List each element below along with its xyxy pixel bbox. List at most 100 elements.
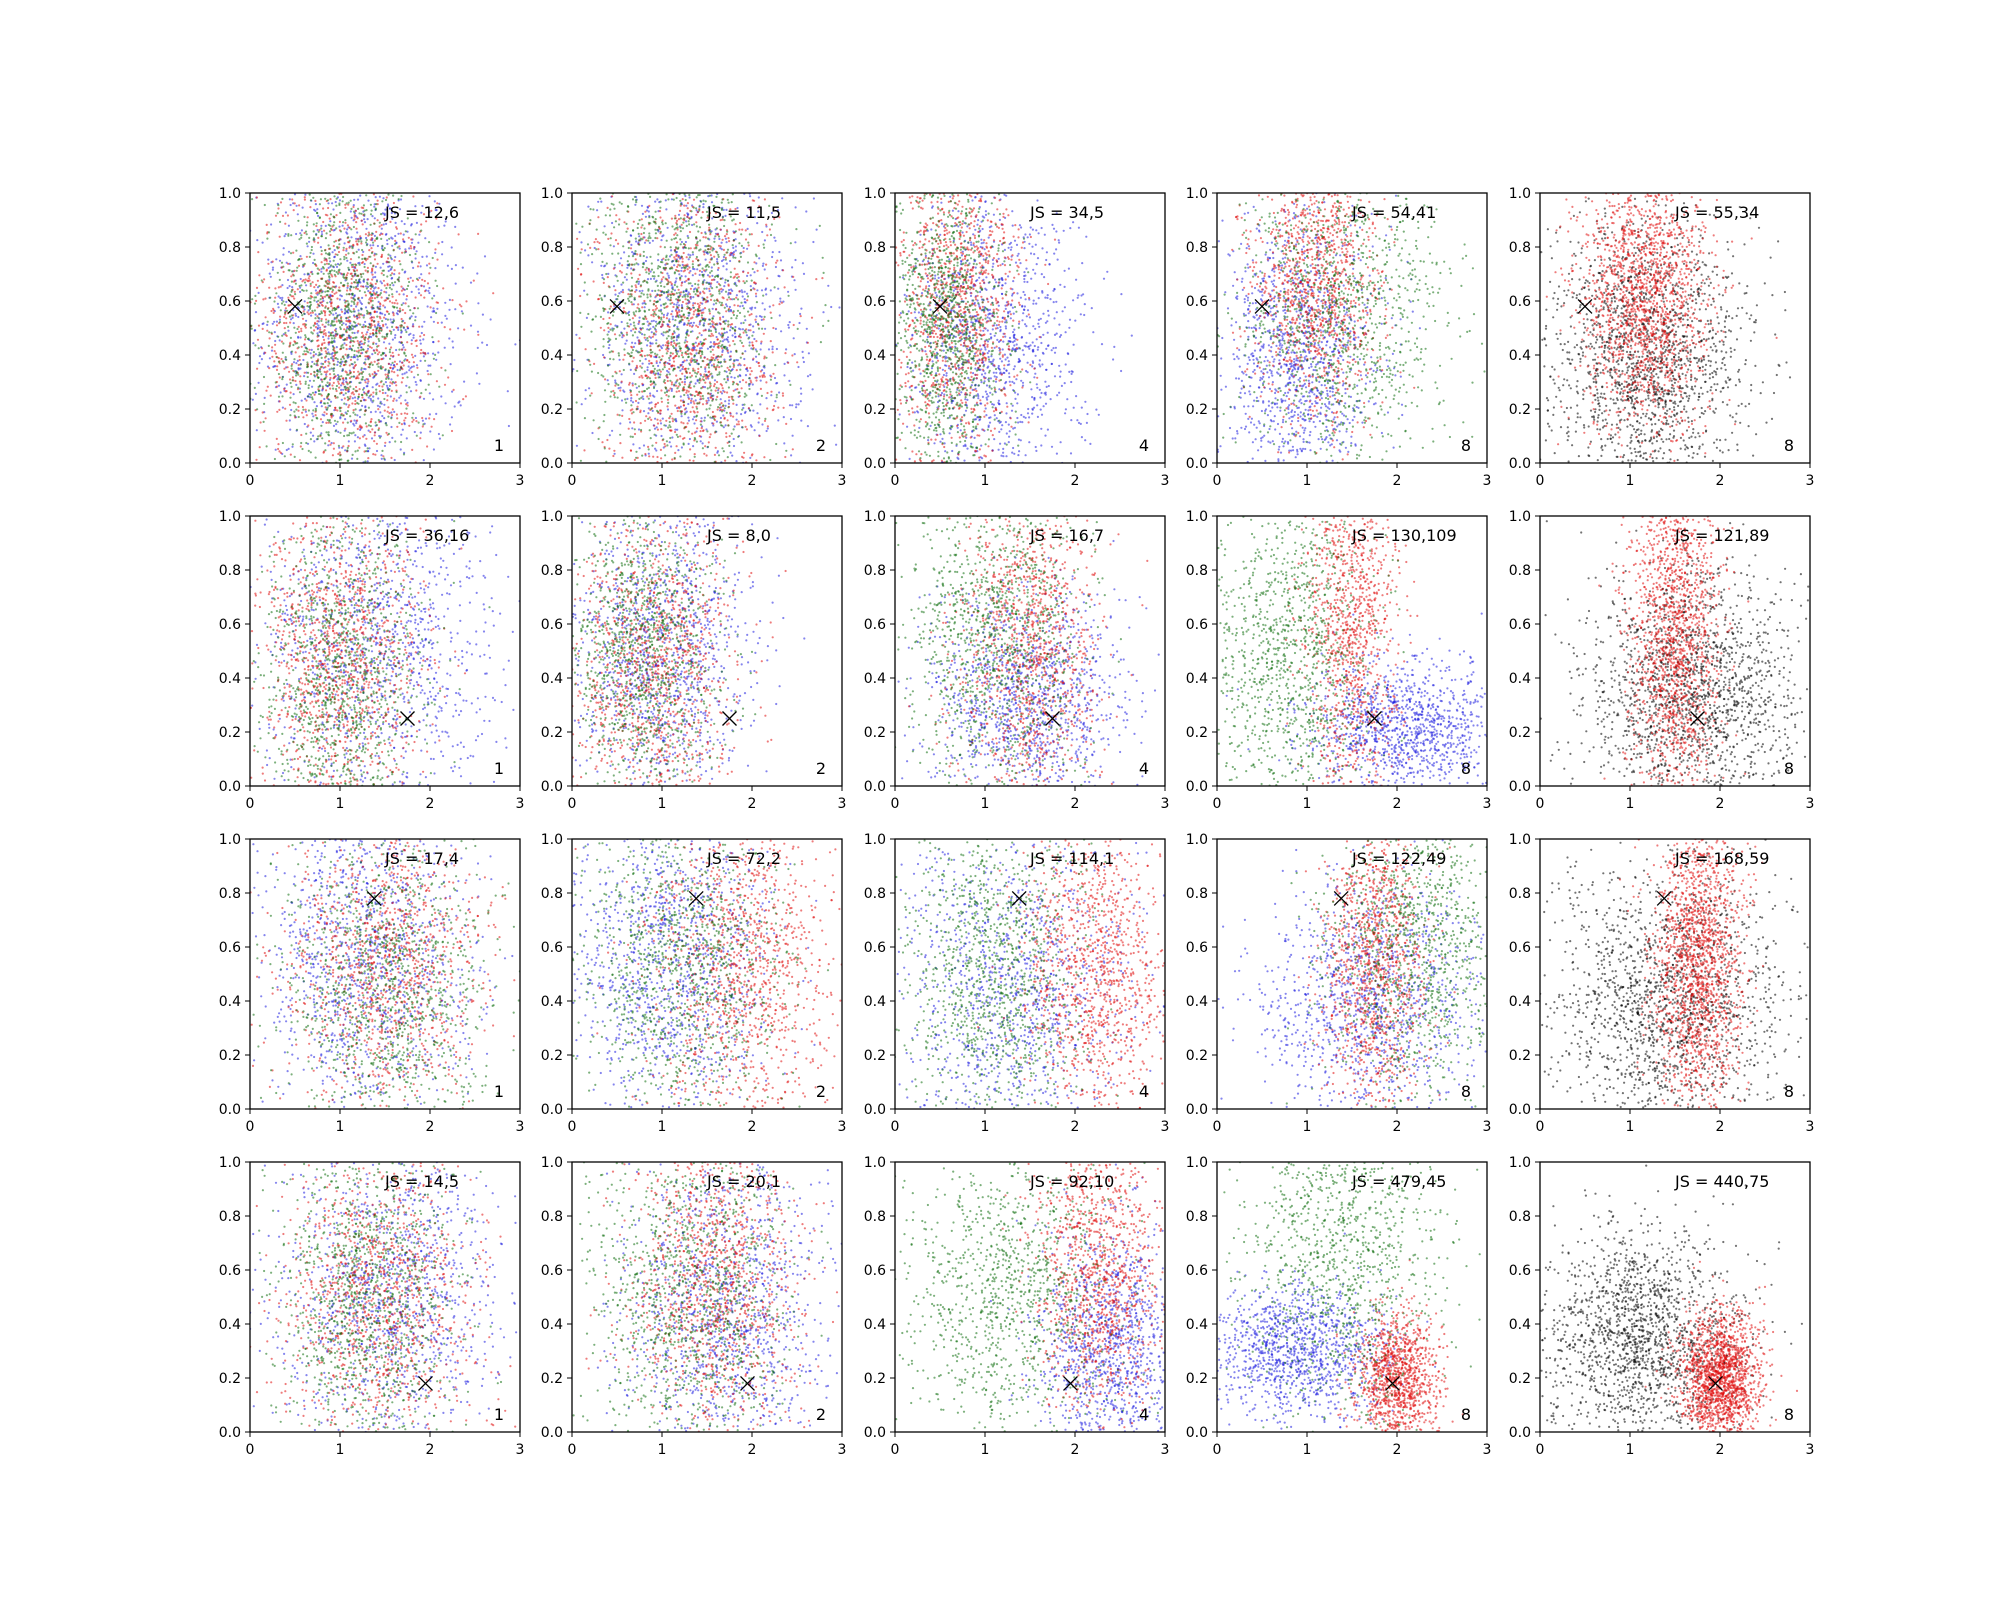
data-point xyxy=(591,261,593,263)
data-point xyxy=(263,278,265,280)
data-point xyxy=(420,380,422,382)
data-point xyxy=(370,262,372,264)
data-point xyxy=(321,297,323,299)
data-point xyxy=(282,254,284,256)
data-point xyxy=(760,388,762,390)
data-point xyxy=(358,249,360,251)
data-point xyxy=(408,369,410,371)
data-point xyxy=(733,390,735,392)
data-point xyxy=(597,248,599,250)
data-point xyxy=(302,207,304,209)
data-point xyxy=(296,328,298,330)
data-point xyxy=(338,269,340,271)
data-point xyxy=(256,196,258,198)
data-point xyxy=(393,329,395,331)
data-point xyxy=(347,460,349,462)
data-point xyxy=(732,334,734,336)
data-point xyxy=(711,275,713,277)
data-point xyxy=(301,258,303,260)
data-point xyxy=(342,389,344,391)
data-point xyxy=(319,371,321,373)
data-point xyxy=(766,234,768,236)
data-point xyxy=(787,362,789,364)
data-point xyxy=(718,332,720,334)
data-point xyxy=(623,307,625,309)
data-point xyxy=(316,417,318,419)
data-point xyxy=(290,337,292,339)
data-point xyxy=(376,280,378,282)
data-point xyxy=(294,380,296,382)
data-point xyxy=(276,369,278,371)
data-point xyxy=(713,354,715,356)
data-point xyxy=(341,399,343,401)
data-point xyxy=(358,349,360,351)
data-point xyxy=(354,322,356,324)
data-point xyxy=(405,298,407,300)
data-point xyxy=(729,306,731,308)
data-point xyxy=(300,330,302,332)
data-point xyxy=(383,280,385,282)
data-point xyxy=(649,345,651,347)
data-point xyxy=(310,283,312,285)
data-point xyxy=(728,240,730,242)
data-point xyxy=(694,432,696,434)
data-point xyxy=(402,302,404,304)
data-point xyxy=(656,426,658,428)
data-point xyxy=(262,242,264,244)
data-point xyxy=(347,410,349,412)
data-point xyxy=(388,294,390,296)
data-point xyxy=(791,404,793,406)
data-point xyxy=(614,379,616,381)
data-point xyxy=(329,248,331,250)
data-point xyxy=(403,293,405,295)
data-point xyxy=(310,297,312,299)
data-point xyxy=(369,366,371,368)
data-point xyxy=(830,306,832,308)
data-point xyxy=(613,450,615,452)
data-point xyxy=(660,246,662,248)
data-point xyxy=(276,365,278,367)
data-point xyxy=(401,362,403,364)
data-point xyxy=(348,404,350,406)
data-point xyxy=(373,333,375,335)
data-point xyxy=(355,422,357,424)
data-point xyxy=(329,220,331,222)
data-point xyxy=(705,329,707,331)
data-point xyxy=(405,408,407,410)
data-point xyxy=(459,304,461,306)
data-point xyxy=(419,437,421,439)
data-point xyxy=(624,354,626,356)
data-point xyxy=(411,223,413,225)
data-point xyxy=(617,243,619,245)
data-point xyxy=(357,358,359,360)
data-point xyxy=(630,397,632,399)
data-point xyxy=(406,326,408,328)
data-point xyxy=(710,254,712,256)
data-point xyxy=(719,323,721,325)
data-point xyxy=(370,247,372,249)
data-point xyxy=(268,331,270,333)
data-point xyxy=(381,380,383,382)
data-point xyxy=(758,365,760,367)
data-point xyxy=(343,339,345,341)
data-point xyxy=(268,231,270,233)
data-point xyxy=(397,233,399,235)
data-point xyxy=(353,199,355,201)
data-point xyxy=(681,275,683,277)
data-point xyxy=(765,264,767,266)
data-point xyxy=(283,316,285,318)
data-point xyxy=(652,336,654,338)
data-point xyxy=(440,367,442,369)
data-point xyxy=(794,259,796,261)
data-point xyxy=(644,306,646,308)
data-point xyxy=(256,429,258,431)
data-point xyxy=(317,325,319,327)
data-point xyxy=(406,376,408,378)
data-point xyxy=(687,394,689,396)
data-point xyxy=(332,346,334,348)
data-point xyxy=(304,372,306,374)
data-point xyxy=(434,267,436,269)
data-point xyxy=(733,304,735,306)
data-point xyxy=(369,317,371,319)
data-point xyxy=(680,395,682,397)
